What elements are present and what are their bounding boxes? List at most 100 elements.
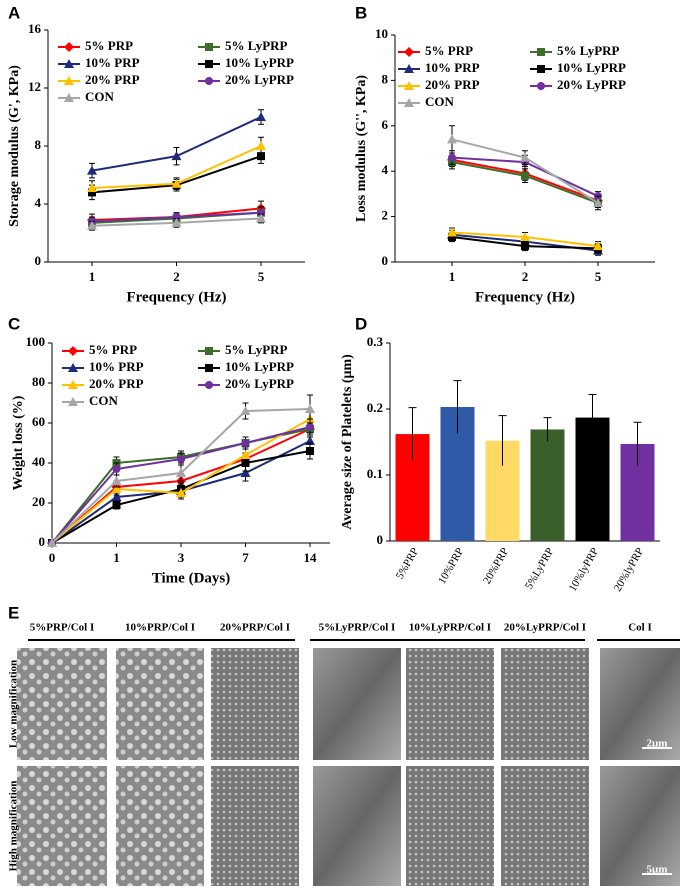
scale-label: 5μm	[647, 864, 668, 876]
marker	[240, 468, 251, 477]
x-tick-label: 14	[304, 550, 318, 565]
micrograph	[17, 648, 107, 760]
y-tick-label: 100	[26, 334, 46, 349]
marker	[521, 171, 529, 180]
legend-marker	[205, 77, 213, 85]
panel-label: A	[8, 3, 20, 22]
x-axis-label: Frequency (Hz)	[475, 289, 575, 305]
panel-label: D	[355, 314, 367, 333]
column-label: 5%PRP/Col I	[30, 622, 94, 634]
y-tick-label: 20	[32, 494, 45, 509]
y-tick-label: 60	[32, 414, 45, 429]
legend-marker	[537, 48, 545, 56]
x-tick-label: 5%PRP	[394, 546, 422, 582]
micrograph	[313, 766, 401, 886]
legend-label: CON	[85, 89, 115, 104]
y-tick-label: 16	[28, 21, 42, 36]
micrograph	[600, 648, 680, 760]
x-tick-label: 1	[89, 269, 96, 284]
bar	[530, 429, 565, 541]
legend-label: CON	[425, 94, 455, 109]
y-tick-label: 40	[32, 454, 45, 469]
legend-label: 5% LyPRP	[225, 38, 288, 53]
micrograph	[406, 648, 494, 760]
column-label: 20%PRP/Col I	[220, 622, 290, 634]
marker	[111, 484, 122, 493]
legend-label: 10% LyPRP	[225, 359, 294, 374]
y-tick-label: 6	[382, 117, 389, 132]
legend-marker	[64, 93, 74, 102]
panel-label: C	[8, 314, 20, 333]
marker	[171, 178, 182, 188]
legend-marker	[404, 64, 414, 73]
y-axis-label: Loss modulus (G'', KPa)	[354, 75, 369, 222]
column-label: 10%LyPRP/Col I	[409, 622, 491, 634]
x-tick-label: 1	[113, 550, 120, 565]
legend-label: 10% PRP	[89, 359, 144, 374]
legend-label: 5% PRP	[85, 38, 133, 53]
legend-marker	[68, 346, 78, 356]
x-tick-label: 20%lyPRP	[612, 546, 647, 594]
y-tick-label: 80	[32, 374, 45, 389]
legend-marker	[205, 364, 213, 372]
micrograph	[600, 766, 680, 886]
micrograph	[313, 648, 401, 760]
marker	[176, 488, 186, 497]
micrograph	[17, 766, 107, 886]
legend-label: 10% PRP	[425, 60, 480, 75]
marker	[593, 197, 603, 207]
legend-label: 5% PRP	[425, 43, 473, 58]
x-tick-label: 10%lyPRP	[567, 546, 602, 594]
legend-label: 10% LyPRP	[225, 55, 294, 70]
marker	[87, 165, 97, 175]
y-axis-label: Weight loss (%)	[11, 395, 26, 490]
marker	[111, 492, 122, 501]
x-axis-label: Time (Days)	[152, 570, 230, 586]
y-tick-label: 8	[382, 71, 389, 86]
column-label: 5%LyPRP/Col I	[319, 622, 396, 634]
legend-label: 20% PRP	[89, 376, 144, 391]
legend-marker	[404, 98, 414, 107]
legend-label: 20% PRP	[425, 77, 480, 92]
marker	[306, 423, 314, 431]
x-tick-label: 7	[242, 550, 249, 565]
legend-label: 5% LyPRP	[557, 43, 620, 58]
legend-marker	[537, 82, 545, 90]
y-tick-label: 0.2	[367, 400, 383, 415]
legend-marker	[68, 380, 78, 389]
column-label: 20%LyPRP/Col I	[504, 622, 586, 634]
legend-label: 5% LyPRP	[225, 342, 288, 357]
marker	[520, 152, 530, 162]
marker	[241, 439, 250, 447]
panel-label: E	[8, 603, 19, 622]
y-tick-label: 12	[28, 79, 41, 94]
marker	[593, 241, 603, 251]
legend-marker	[205, 43, 213, 51]
marker	[112, 501, 121, 509]
marker	[257, 152, 265, 161]
marker	[240, 406, 251, 415]
marker	[171, 151, 182, 161]
legend-label: 20% LyPRP	[225, 376, 294, 391]
marker	[256, 112, 266, 121]
legend-marker	[64, 59, 74, 68]
legend-marker	[205, 381, 213, 389]
marker	[447, 227, 457, 237]
marker	[112, 465, 121, 473]
legend-label: 10% PRP	[85, 55, 140, 70]
micrograph	[501, 766, 589, 886]
error-bar	[453, 380, 462, 434]
legend-label: 20% LyPRP	[557, 77, 626, 92]
scale-label: 2μm	[647, 738, 668, 750]
y-tick-label: 4	[35, 195, 42, 210]
y-axis-label: Average size of Platelets (μm)	[340, 354, 355, 530]
error-bar	[543, 417, 552, 442]
marker	[177, 455, 185, 463]
legend-label: 20% PRP	[85, 72, 140, 87]
x-axis-label: Frequency (Hz)	[126, 289, 226, 305]
micrograph	[116, 766, 204, 886]
marker	[520, 232, 530, 242]
marker	[448, 153, 456, 162]
marker	[87, 183, 97, 193]
